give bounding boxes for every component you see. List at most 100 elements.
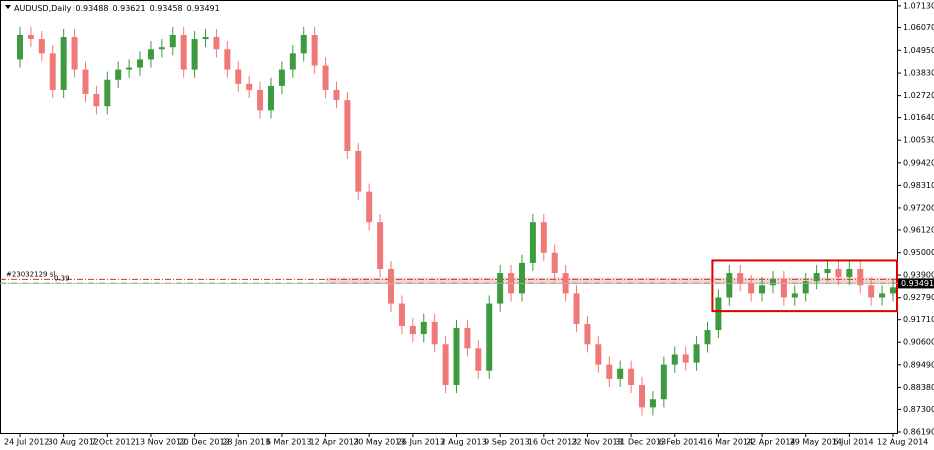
header-price: 0.93458	[150, 4, 183, 13]
candle-body	[191, 39, 198, 70]
candle-body	[759, 285, 766, 294]
candle-body	[518, 262, 525, 294]
candle-body	[639, 384, 646, 408]
y-tick-label: 0.96120	[903, 225, 934, 234]
x-tick-label: 6 Jul 2014	[833, 438, 873, 447]
plot-frame	[0, 0, 898, 434]
x-tick-label: 29 May 2014	[790, 438, 842, 447]
x-tick-label: 20 Dec 2012	[179, 438, 230, 447]
candle-body	[649, 399, 656, 408]
header-price: 0.93491	[187, 4, 220, 13]
candle-body	[71, 37, 78, 70]
candle-body	[202, 37, 209, 40]
candle-body	[49, 53, 56, 90]
y-tick-label: 1.03830	[903, 69, 934, 78]
candle-body	[442, 344, 449, 385]
candle-body	[169, 34, 176, 48]
candle-body	[420, 321, 427, 335]
current-price-box	[898, 278, 934, 289]
candle-body	[737, 273, 744, 284]
y-tick-label: 1.00530	[903, 136, 934, 145]
candle-body	[748, 283, 755, 294]
y-tick-label: 0.97200	[903, 203, 934, 212]
y-tick-label: 0.95000	[903, 248, 934, 257]
candle-body	[300, 34, 307, 54]
candle-body	[246, 83, 253, 90]
candle-body	[431, 321, 438, 345]
candle-body	[180, 34, 187, 70]
candle-body	[726, 273, 733, 298]
x-tick-label: 9 Sep 2013	[484, 438, 530, 447]
candle-body	[475, 348, 482, 371]
y-tick-label: 0.98310	[903, 181, 934, 190]
candle-body	[551, 252, 558, 274]
candle-body	[813, 273, 820, 282]
x-tick-label: 20 May 2013	[353, 438, 405, 447]
candle-body	[257, 89, 264, 111]
candle-body	[769, 279, 776, 286]
chart-header: AUDUSD,Daily 0.93488 0.93621 0.93458 0.93491	[14, 4, 220, 13]
candle-body	[540, 222, 547, 253]
y-tick-label: 1.02720	[903, 91, 934, 100]
candle-body	[38, 39, 45, 54]
y-tick-label: 0.86190	[903, 427, 934, 436]
x-tick-label: 6 Feb 2014	[659, 438, 704, 447]
header-price: 0.93621	[112, 4, 145, 13]
menu-arrow	[5, 5, 11, 9]
candle-body	[835, 268, 842, 278]
candle-body	[791, 293, 798, 298]
candle-body	[398, 303, 405, 326]
candle-body	[660, 364, 667, 400]
candle-body	[267, 85, 274, 111]
candle-body	[486, 303, 493, 371]
candle-body	[617, 368, 624, 379]
candle-body	[671, 354, 678, 365]
x-tick-label: 2 Aug 2013	[441, 438, 487, 447]
candle-body	[344, 100, 351, 151]
candle-body	[104, 79, 111, 107]
x-tick-label: 16 Mar 2014	[702, 438, 753, 447]
y-tick-label: 1.01640	[903, 113, 934, 122]
price-zone	[325, 277, 898, 285]
candle-body	[366, 191, 373, 223]
candle-body	[224, 49, 231, 70]
candle-body	[213, 37, 220, 50]
x-tick-label: 16 Oct 2013	[528, 438, 577, 447]
y-tick-label: 0.88380	[903, 383, 934, 392]
candle-body	[82, 69, 89, 95]
candle-body	[115, 69, 122, 80]
y-tick-label: 0.87300	[903, 405, 934, 414]
candle-body	[93, 94, 100, 107]
candle-body	[879, 293, 886, 298]
symbol: AUDUSD,Daily	[14, 4, 72, 13]
candle-body	[355, 150, 362, 192]
candle-body	[868, 285, 875, 298]
candle-body	[529, 222, 536, 263]
candle-body	[60, 37, 67, 90]
candle-body	[453, 328, 460, 385]
x-tick-label: 12 Aug 2014	[877, 438, 928, 447]
candle-body	[595, 344, 602, 365]
order-label: #23032129 sl	[6, 270, 55, 278]
candle-body	[628, 368, 635, 385]
highlight-box	[711, 259, 899, 313]
x-tick-label: 12 Apr 2013	[310, 438, 359, 447]
candle-body	[126, 67, 133, 70]
x-tick-label: 7 Oct 2012	[91, 438, 135, 447]
candle-body	[289, 53, 296, 70]
candle-body	[235, 69, 242, 84]
candle-body	[573, 293, 580, 324]
candle-body	[497, 273, 504, 304]
candle-body	[682, 354, 689, 363]
x-tick-label: 28 Jan 2013	[222, 438, 270, 447]
x-tick-label: 22 Nov 2013	[571, 438, 622, 447]
candle-body	[311, 34, 318, 66]
candle-body	[606, 364, 613, 379]
y-tick-label: 0.99420	[903, 158, 934, 167]
candle-body	[584, 323, 591, 345]
y-tick-label: 0.93900	[903, 271, 934, 280]
y-tick-label: 0.92790	[903, 293, 934, 302]
x-tick-label: 26 Jun 2013	[397, 438, 445, 447]
